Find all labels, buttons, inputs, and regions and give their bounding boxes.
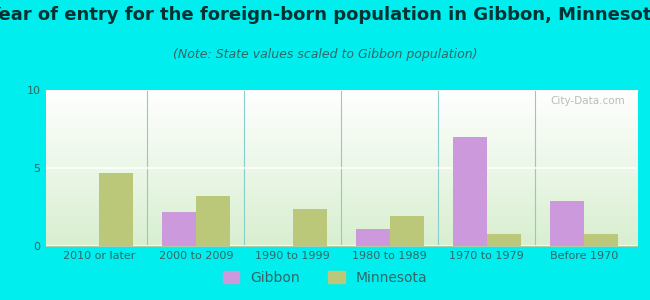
Bar: [196, 196, 229, 246]
Bar: [453, 137, 487, 246]
Legend: Gibbon, Minnesota: Gibbon, Minnesota: [217, 265, 433, 290]
Bar: [162, 212, 196, 246]
Bar: [292, 208, 327, 246]
Text: City-Data.com: City-Data.com: [551, 96, 625, 106]
Text: Year of entry for the foreign-born population in Gibbon, Minnesota: Year of entry for the foreign-born popul…: [0, 6, 650, 24]
Bar: [487, 233, 521, 246]
Bar: [99, 173, 133, 246]
Bar: [390, 216, 424, 246]
Bar: [584, 233, 618, 246]
Text: (Note: State values scaled to Gibbon population): (Note: State values scaled to Gibbon pop…: [173, 48, 477, 61]
Bar: [356, 229, 390, 246]
Bar: [550, 201, 584, 246]
